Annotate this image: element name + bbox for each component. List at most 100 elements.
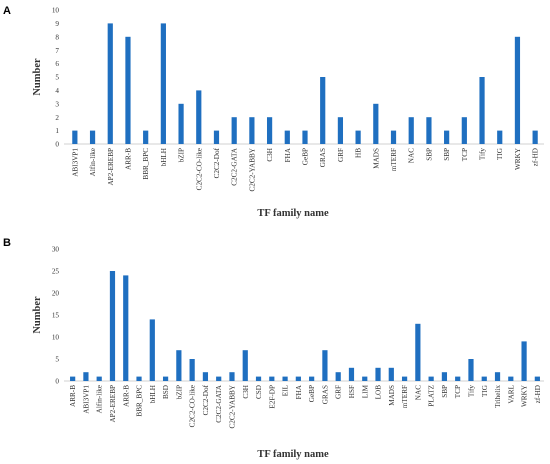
bar xyxy=(508,376,514,381)
bar xyxy=(320,77,326,144)
bar xyxy=(149,319,155,381)
bar xyxy=(284,130,290,144)
panel-label: B xyxy=(3,237,11,249)
x-tick-label: TCP xyxy=(461,148,469,161)
x-tick-label: C2C2-Dof xyxy=(213,147,221,178)
bar xyxy=(255,376,262,381)
y-tick-label: 1 xyxy=(55,127,59,135)
x-tick-label: C2C2-CO-like xyxy=(189,385,197,427)
x-tick-label: SBP xyxy=(425,148,433,161)
x-tick-label: CSD xyxy=(255,385,263,399)
bar xyxy=(444,130,450,144)
x-tick-label: LOB xyxy=(375,385,383,400)
x-tick-label: GeBP xyxy=(302,148,310,165)
bar xyxy=(229,372,235,381)
bar xyxy=(96,376,102,381)
bar xyxy=(401,376,408,381)
bar xyxy=(415,323,421,381)
y-tick-label: 0 xyxy=(55,141,59,149)
y-tick-label: 4 xyxy=(55,87,59,95)
bar xyxy=(242,350,248,381)
x-tick-label: Tify xyxy=(467,385,475,398)
bar xyxy=(468,359,474,381)
x-tick-label: GRAS xyxy=(319,148,327,167)
bar xyxy=(532,130,538,144)
x-tick-label: NAC xyxy=(408,148,416,163)
x-tick-label: bZIP xyxy=(175,385,183,399)
chart-panel-a: A 0 1 2 3 4 5 6 7 8 9 10 ABI3VP1 Alfin-like AP2-EREBP A… xyxy=(3,5,544,219)
bar xyxy=(375,367,381,381)
bar xyxy=(309,376,315,381)
x-tick-label: E2F-DP xyxy=(268,385,276,409)
x-tick-label: C2C2-YABBY xyxy=(248,147,256,191)
y-tick-label: 20 xyxy=(52,290,60,298)
bar xyxy=(196,90,202,144)
bar xyxy=(72,130,78,144)
x-tick-label: WRKY xyxy=(521,384,529,407)
x-tick-label: GRAS xyxy=(321,385,329,404)
x-tick-label: Tify xyxy=(479,148,487,161)
x-tick-label: MADS xyxy=(372,148,380,169)
bar xyxy=(302,130,308,144)
x-tick-label: bZIP xyxy=(178,148,186,162)
x-tick-label: BSD xyxy=(162,385,170,399)
y-tick-label: 5 xyxy=(55,74,59,82)
bar xyxy=(70,376,76,381)
y-tick-label: 7 xyxy=(55,47,59,55)
x-tick-label: GRF xyxy=(337,148,345,162)
bar xyxy=(136,376,142,381)
y-tick-label: 3 xyxy=(55,100,59,108)
y-tick-label: 8 xyxy=(55,33,59,41)
x-tick-label: NAC xyxy=(414,385,422,400)
bar xyxy=(494,372,501,381)
x-tick-label: mTERF xyxy=(401,385,409,408)
bar xyxy=(282,376,288,381)
y-axis-title: Number xyxy=(32,58,43,96)
bar xyxy=(83,372,89,381)
bar xyxy=(514,36,521,144)
bar xyxy=(125,36,131,144)
bar xyxy=(176,350,182,381)
x-tick-label: C3H xyxy=(266,148,274,162)
x-tick-label: ARR-B xyxy=(69,385,77,407)
x-tick-label: Alfin-like xyxy=(96,385,104,413)
panel-label: A xyxy=(3,5,11,17)
x-tick-label: MADS xyxy=(388,385,396,406)
x-tick-label: GRF xyxy=(335,385,343,399)
x-tick-label: GeBP xyxy=(308,385,316,402)
x-tick-label: FHA xyxy=(284,147,292,162)
x-tick-label: mTERF xyxy=(390,148,398,171)
bar xyxy=(497,130,503,144)
x-tick-label: C3H xyxy=(242,385,250,399)
bar xyxy=(178,103,184,144)
bar xyxy=(455,376,461,381)
x-tick-label: C2C2-GATA xyxy=(215,384,223,423)
y-tick-label: 10 xyxy=(52,334,60,342)
y-tick-label: 5 xyxy=(55,356,59,364)
bar xyxy=(231,117,237,144)
bar xyxy=(189,359,195,381)
bar xyxy=(269,376,275,381)
x-axis-title: TF family name xyxy=(257,208,329,219)
x-axis-title: TF family name xyxy=(257,449,329,460)
x-tick-label: VARL xyxy=(507,385,515,404)
x-tick-label: C2C2-CO-like xyxy=(195,148,203,190)
x-tick-label: TCP xyxy=(454,385,462,398)
bar xyxy=(362,376,368,381)
x-tick-label: SBP xyxy=(441,385,449,398)
x-tick-label: HB xyxy=(355,148,363,158)
x-tick-label: bHLH xyxy=(149,385,157,403)
bar xyxy=(266,117,273,144)
x-tick-label: EIL xyxy=(282,385,290,396)
x-tick-label: SBP xyxy=(443,148,451,161)
bar xyxy=(335,372,341,381)
bar xyxy=(348,367,355,381)
y-tick-label: 10 xyxy=(52,7,60,15)
bar xyxy=(373,103,379,144)
bar xyxy=(123,275,129,381)
x-tick-label: PLATZ xyxy=(428,385,436,407)
x-tick-label: Alfin-like xyxy=(89,148,97,176)
x-tick-label: zf-HD xyxy=(534,385,542,403)
bar xyxy=(216,376,222,381)
